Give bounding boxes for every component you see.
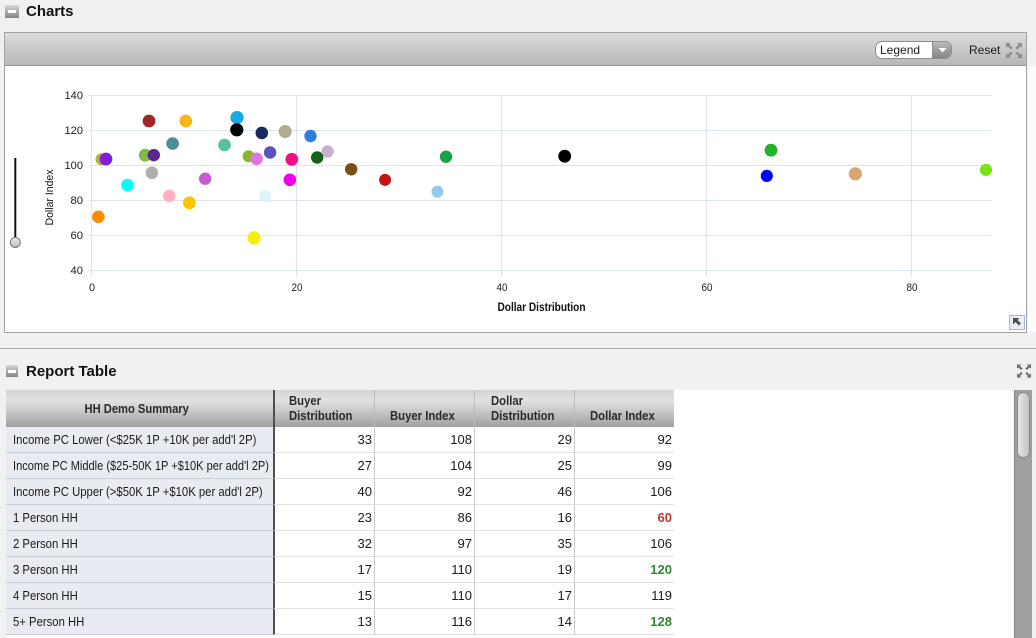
svg-text:120: 120: [65, 125, 84, 137]
svg-text:140: 140: [65, 90, 84, 102]
svg-text:60: 60: [71, 230, 84, 242]
svg-text:40: 40: [71, 265, 84, 277]
svg-text:100: 100: [65, 160, 84, 172]
svg-text:Dollar Index: Dollar Index: [44, 169, 56, 225]
svg-text:60: 60: [702, 282, 713, 294]
svg-text:20: 20: [292, 282, 303, 294]
svg-text:Dollar Distribution: Dollar Distribution: [498, 302, 586, 314]
svg-text:80: 80: [71, 195, 84, 207]
svg-text:0: 0: [89, 282, 95, 294]
svg-text:40: 40: [497, 282, 508, 294]
svg-text:80: 80: [907, 282, 918, 294]
